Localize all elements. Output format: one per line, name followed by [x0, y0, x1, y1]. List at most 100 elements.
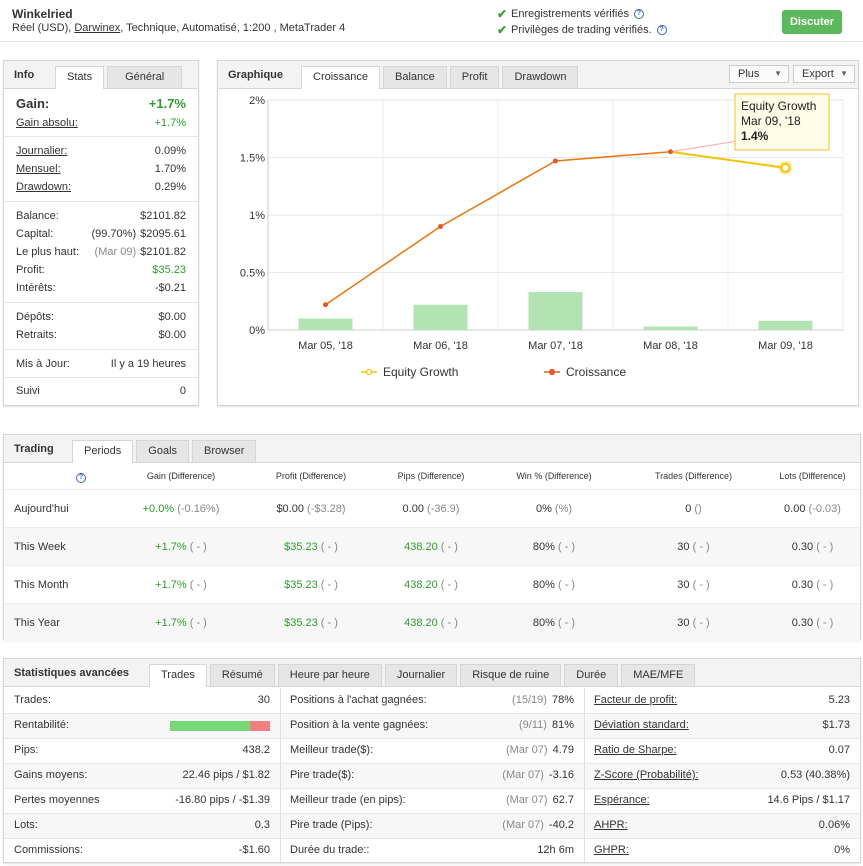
x-tick-label: Mar 08, '18	[643, 340, 698, 352]
cell-pips: 0.00 (-36.9)	[376, 490, 486, 527]
tab-stats[interactable]: Stats	[55, 66, 105, 89]
plus-label: Plus	[738, 68, 760, 80]
discuss-button[interactable]: Discuter	[782, 10, 842, 34]
tab-drawdown[interactable]: Drawdown	[502, 66, 579, 88]
chevron-down-icon: ▼	[840, 69, 848, 78]
chart-title: Graphique	[228, 69, 284, 81]
stat-row: Pire trade($): (Mar 07) -3.16	[280, 763, 584, 788]
cell-trades-difference: ( - )	[692, 617, 710, 629]
monthly-label[interactable]: Mensuel:	[16, 163, 61, 175]
col-trades: Trades (Difference)	[654, 471, 733, 481]
help-icon[interactable]: ?	[634, 9, 644, 19]
growth-chart[interactable]: 0% 0.5% 1% 1.5% 2% Mar 05, '18 Mar 06, '18 Mar …	[218, 90, 858, 406]
stat-row: Commissions: -$1.60	[4, 838, 280, 863]
cell-profit-value: $35.23	[284, 617, 318, 629]
stat-row: Rentabilité:	[4, 713, 280, 738]
cell-win: 0% (%)	[486, 490, 622, 527]
stat-value: 0.07	[828, 744, 850, 756]
y-tick-label: 0%	[249, 325, 265, 337]
col-gain: Gain (Difference)	[146, 471, 216, 481]
stat-row: Pips: 438.2	[4, 738, 280, 763]
trading-panel: Trading Periods Goals Browser ? Gain (Di…	[3, 434, 861, 641]
cell-win: 80% ( - )	[486, 528, 622, 565]
bar	[643, 326, 698, 330]
tab-duration[interactable]: Durée	[564, 664, 619, 686]
cell-trades: 30 ( - )	[622, 566, 765, 603]
absolute-gain-label[interactable]: Gain absolu:	[16, 117, 78, 129]
cell-win-value: 80%	[532, 579, 555, 591]
period-label: This Month	[14, 579, 69, 591]
stat-value: 22.46 pips / $1.82	[182, 769, 270, 781]
cell-trades: 30 ( - )	[622, 528, 765, 565]
series-line-equity	[670, 150, 786, 169]
cell-pips-difference: ( - )	[440, 541, 458, 553]
stat-value: 81%	[551, 719, 574, 731]
cell-trades-difference: ( - )	[692, 541, 710, 553]
cell-gain-value: +1.7%	[155, 541, 187, 553]
stat-label[interactable]: Facteur de profit:	[594, 694, 678, 706]
stat-label[interactable]: AHPR:	[594, 819, 628, 831]
followers-value: 0	[179, 385, 186, 397]
stat-label[interactable]: Déviation standard:	[594, 719, 689, 731]
stat-value: -3.16	[548, 769, 574, 781]
stat-value: $1.73	[822, 719, 850, 731]
cell-pips-difference: (-36.9)	[427, 503, 460, 515]
help-icon[interactable]: ?	[76, 473, 86, 483]
tab-summary[interactable]: Résumé	[209, 664, 275, 686]
account-description: Réel (USD), Darwinex, Technique, Automat…	[12, 22, 345, 34]
stat-row: GHPR: 0%	[584, 838, 860, 863]
tab-periods[interactable]: Periods	[72, 440, 134, 463]
tab-trades[interactable]: Trades	[149, 664, 207, 687]
account-type: Réel (USD),	[12, 22, 75, 34]
tab-general[interactable]: Général	[107, 66, 183, 88]
monthly-value: 1.70%	[154, 163, 186, 175]
legend-label: Equity Growth	[383, 365, 458, 379]
stat-row: AHPR: 0.06%	[584, 813, 860, 838]
drawdown-label[interactable]: Drawdown:	[16, 181, 72, 193]
absolute-gain-value: +1.7%	[154, 117, 187, 129]
tab-croissance[interactable]: Croissance	[301, 66, 381, 89]
cell-pips-value: 438.20	[404, 541, 438, 553]
tab-browser[interactable]: Browser	[192, 440, 257, 462]
followers-label: Suivi	[16, 385, 40, 397]
stat-row: Gains moyens: 22.46 pips / $1.82	[4, 763, 280, 788]
cell-lots: 0.30 ( - )	[765, 604, 860, 641]
tab-daily[interactable]: Journalier	[384, 664, 458, 686]
col-win: Win % (Difference)	[516, 471, 592, 481]
profitability-bar	[170, 721, 270, 731]
stat-label[interactable]: Z-Score (Probabilité):	[594, 769, 699, 781]
y-tick-label: 1%	[249, 210, 265, 222]
cell-lots-value: 0.00	[784, 503, 806, 515]
tab-goals[interactable]: Goals	[136, 440, 190, 462]
tab-balance[interactable]: Balance	[383, 66, 447, 88]
tooltip-box	[734, 93, 830, 151]
tab-profit[interactable]: Profit	[449, 66, 500, 88]
tab-risk-of-ruin[interactable]: Risque de ruine	[460, 664, 562, 686]
help-icon[interactable]: ?	[656, 25, 667, 35]
tab-hourly[interactable]: Heure par heure	[277, 664, 382, 686]
capital-percent: (99.70%)	[91, 228, 137, 240]
plus-dropdown[interactable]: Plus ▼	[729, 65, 789, 83]
daily-label[interactable]: Journalier:	[16, 145, 68, 157]
stat-label[interactable]: GHPR:	[594, 844, 629, 856]
cell-win-value: 80%	[532, 617, 555, 629]
stat-label[interactable]: Ratio de Sharpe:	[594, 744, 677, 756]
cell-pips: 438.20 ( - )	[376, 528, 486, 565]
stat-label[interactable]: Espérance:	[594, 794, 650, 806]
stat-row: Meilleur trade($): (Mar 07) 4.79	[280, 738, 584, 763]
verified-records: ✔ Enregistrements vérifiés ?	[497, 7, 644, 21]
stat-label: Commissions:	[14, 844, 84, 856]
col-lots: Lots (Difference)	[779, 471, 846, 481]
period-label: This Week	[14, 541, 66, 553]
broker-link[interactable]: Darwinex	[74, 22, 121, 34]
gain-label: Gain:	[16, 96, 50, 111]
x-tick-label: Mar 06, '18	[413, 340, 468, 352]
tab-mae-mfe[interactable]: MAE/MFE	[621, 664, 696, 686]
cell-trades: 30 ( - )	[622, 604, 765, 641]
advanced-stats-panel: Statistiques avancées Trades Résumé Heur…	[3, 658, 861, 863]
export-dropdown[interactable]: Export ▼	[793, 65, 855, 83]
stat-label: Pertes moyennes	[14, 794, 100, 806]
cell-profit: $0.00 (-$3.28)	[246, 490, 376, 527]
stat-label: Rentabilité:	[14, 719, 70, 731]
stat-label: Pire trade($):	[290, 769, 355, 781]
